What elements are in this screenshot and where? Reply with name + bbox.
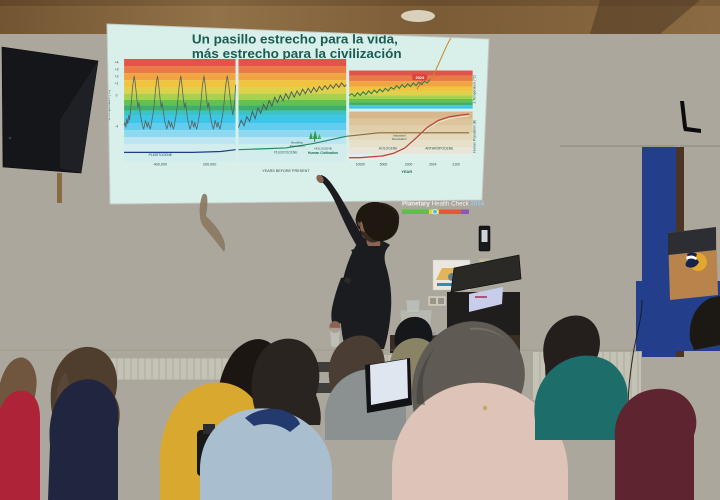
svg-text:400,000: 400,000 (154, 163, 167, 167)
svg-text:YEAR: YEAR (401, 170, 412, 174)
svg-text:2024: 2024 (429, 163, 437, 167)
svg-text:200,000: 200,000 (203, 163, 216, 167)
svg-text:HOLOCENE: HOLOCENE (314, 147, 332, 151)
svg-text:ANTHROPOCENE: ANTHROPOCENE (425, 147, 454, 151)
svg-text:5000: 5000 (380, 163, 388, 167)
svg-text:0: 0 (116, 93, 118, 97)
svg-text:Planetary Health Check 2024: Planetary Health Check 2024 (402, 201, 485, 208)
svg-text:más estrecho para la civilizac: más estrecho para la civilización (192, 46, 402, 61)
svg-text:+1: +1 (115, 82, 119, 86)
svg-text:PLEISTOCENE: PLEISTOCENE (149, 153, 173, 157)
svg-text:2100: 2100 (452, 163, 460, 167)
svg-text:-4: -4 (115, 125, 118, 129)
svg-text:10000: 10000 (356, 163, 365, 167)
svg-text:Human Population (B): Human Population (B) (473, 120, 477, 153)
svg-text:2000: 2000 (405, 163, 413, 167)
svg-text:HOLOCENE: HOLOCENE (379, 147, 399, 151)
svg-text:2024: 2024 (415, 76, 425, 80)
svg-text:Human Civilisation: Human Civilisation (308, 151, 338, 155)
svg-text:+2: +2 (115, 75, 119, 79)
svg-text:+3: +3 (115, 68, 119, 72)
svg-text:+4: +4 (115, 60, 119, 64)
svg-text:Revolution: Revolution (290, 144, 305, 148)
svg-text:YEARS BEFORE PRESENT: YEARS BEFORE PRESENT (262, 169, 310, 173)
svg-text:Δ Temperature (°C): Δ Temperature (°C) (473, 75, 477, 104)
svg-text:Revolution: Revolution (392, 137, 407, 141)
svg-text:PLEISTOCENE: PLEISTOCENE (274, 150, 298, 154)
